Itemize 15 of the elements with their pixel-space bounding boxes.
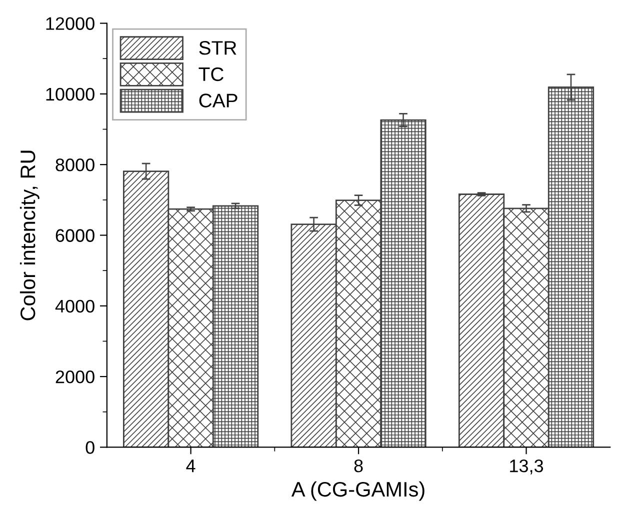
y-tick-label: 4000 (55, 300, 94, 313)
y-tick-label: 2000 (56, 370, 94, 384)
x-tick-label: 8 (354, 459, 363, 472)
y-axis-title: Color intencity, RU (20, 150, 40, 320)
y-tick-label: 6000 (56, 229, 94, 242)
y-tick-label: 8000 (56, 158, 94, 172)
x-tick-label: 4 (186, 460, 196, 472)
y-tick-label: 0 (86, 441, 94, 454)
y-tick-label: 12000 (46, 17, 94, 30)
legend-label: STR (199, 40, 236, 55)
legend-label: TC (198, 67, 224, 82)
y-tick-label: 10000 (46, 88, 94, 101)
x-axis-title: A (CG-GAMIs) (291, 481, 424, 501)
x-tick-label: 13,3 (510, 459, 544, 474)
legend-label: CAP (199, 94, 238, 108)
